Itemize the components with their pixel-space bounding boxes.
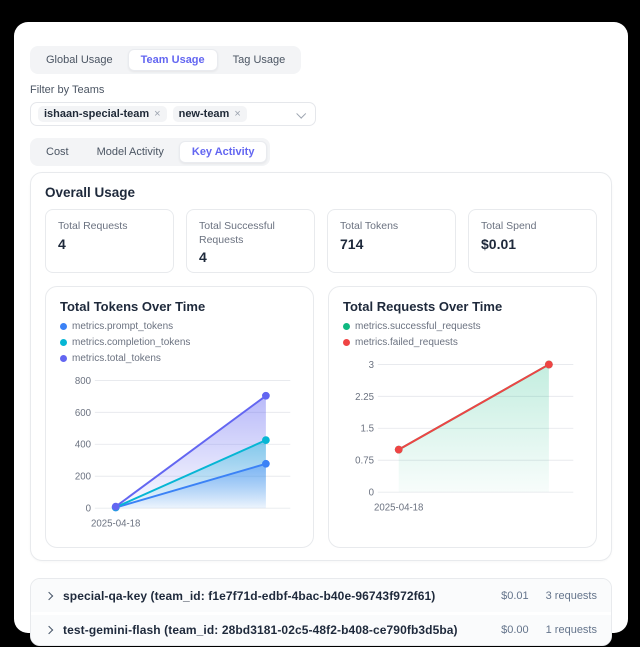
- tab-key-activity[interactable]: Key Activity: [178, 141, 268, 163]
- stat-label: Total Requests: [58, 220, 128, 232]
- stat-total-spend: Total Spend $0.01: [468, 209, 597, 273]
- filter-by-teams-label: Filter by Teams: [30, 84, 105, 96]
- tab-tag-usage[interactable]: Tag Usage: [220, 49, 299, 71]
- legend-dot-icon: [60, 339, 67, 346]
- legend-item: metrics.completion_tokens: [60, 337, 190, 348]
- legend-dot-icon: [60, 355, 67, 362]
- chart-total-requests-over-time: Total Requests Over Time metrics.success…: [328, 286, 597, 548]
- svg-text:400: 400: [75, 440, 91, 451]
- chevron-right-icon[interactable]: [44, 591, 54, 600]
- activity-tabs: Cost Model Activity Key Activity: [30, 138, 271, 166]
- svg-text:600: 600: [75, 408, 91, 419]
- legend-dot-icon: [343, 339, 350, 346]
- stat-label: Total Spend: [481, 220, 537, 232]
- stat-total-successful-requests: Total Successful Requests 4: [186, 209, 315, 273]
- stat-value: 4: [58, 235, 66, 252]
- svg-text:2.25: 2.25: [355, 392, 374, 403]
- svg-text:2025-04-18: 2025-04-18: [374, 503, 423, 514]
- overall-usage-title: Overall Usage: [45, 185, 136, 200]
- svg-text:800: 800: [75, 376, 91, 387]
- chart-title: Total Tokens Over Time: [60, 299, 206, 314]
- overall-usage-card: Overall Usage Total Requests 4 Total Suc…: [30, 172, 612, 561]
- stat-total-requests: Total Requests 4: [45, 209, 174, 273]
- svg-text:0: 0: [369, 488, 374, 499]
- chart-total-tokens-over-time: Total Tokens Over Time metrics.prompt_to…: [45, 286, 314, 548]
- tab-cost[interactable]: Cost: [33, 141, 82, 163]
- svg-text:0.75: 0.75: [355, 456, 374, 467]
- key-row-test-gemini-flash[interactable]: test-gemini-flash (team_id: 28bd3181-02c…: [31, 612, 611, 645]
- key-activity-list: special-qa-key (team_id: f1e7f71d-edbf-4…: [30, 578, 612, 646]
- stat-value: 4: [199, 249, 207, 266]
- team-tag: new-team ×: [172, 106, 247, 122]
- tab-global-usage[interactable]: Global Usage: [33, 49, 126, 71]
- team-tag: ishaan-special-team ×: [38, 106, 167, 122]
- legend-label: metrics.total_tokens: [72, 353, 161, 364]
- svg-text:0: 0: [86, 504, 91, 515]
- svg-text:200: 200: [75, 472, 91, 483]
- legend-item: metrics.failed_requests: [343, 337, 458, 348]
- stat-value: $0.01: [481, 235, 517, 252]
- tab-model-activity[interactable]: Model Activity: [84, 141, 177, 163]
- chevron-right-icon[interactable]: [44, 625, 54, 635]
- area-chart-canvas: 0 200 400 600 800 2025-04-18: [75, 376, 291, 530]
- dashboard-panel: Global Usage Team Usage Tag Usage Filter…: [14, 22, 628, 646]
- stat-label: Total Successful Requests: [199, 220, 275, 246]
- stat-label: Total Tokens: [340, 220, 399, 232]
- legend-item: metrics.total_tokens: [60, 353, 161, 364]
- key-row-special-qa-key[interactable]: special-qa-key (team_id: f1e7f71d-edbf-4…: [31, 579, 611, 612]
- team-tag-label: new-team: [178, 108, 230, 120]
- svg-text:1.5: 1.5: [361, 424, 374, 435]
- legend-label: metrics.failed_requests: [355, 337, 458, 348]
- svg-text:3: 3: [369, 360, 374, 371]
- key-row-requests: 3 requests: [545, 589, 597, 602]
- svg-text:2025-04-18: 2025-04-18: [91, 519, 140, 530]
- key-row-spend: $0.01: [501, 589, 529, 602]
- legend-label: metrics.successful_requests: [355, 321, 481, 332]
- chevron-down-icon[interactable]: [296, 108, 307, 119]
- key-row-label: test-gemini-flash (team_id: 28bd3181-02c…: [63, 623, 458, 637]
- key-row-requests: 1 requests: [545, 624, 597, 636]
- legend-item: metrics.successful_requests: [343, 321, 481, 332]
- charts-grid: Total Tokens Over Time metrics.prompt_to…: [45, 286, 597, 548]
- remove-tag-icon[interactable]: ×: [234, 108, 241, 120]
- legend-item: metrics.prompt_tokens: [60, 321, 173, 332]
- legend-dot-icon: [60, 323, 67, 330]
- stat-value: 714: [340, 235, 364, 252]
- area-chart-canvas: 0 0.75 1.5 2.25 3 2025-04-18: [355, 360, 574, 514]
- team-filter-select[interactable]: ishaan-special-team × new-team ×: [30, 102, 316, 126]
- stats-grid: Total Requests 4 Total Successful Reques…: [45, 209, 597, 273]
- chart-legend: metrics.prompt_tokens metrics.completion_…: [60, 321, 299, 364]
- legend-label: metrics.completion_tokens: [72, 337, 191, 348]
- chart-legend: metrics.successful_requests metrics.faile…: [343, 321, 582, 348]
- tab-team-usage[interactable]: Team Usage: [127, 49, 218, 71]
- stat-total-tokens: Total Tokens 714: [327, 209, 456, 273]
- remove-tag-icon[interactable]: ×: [154, 108, 161, 120]
- key-row-spend: $0.00: [501, 624, 529, 636]
- key-row-label: special-qa-key (team_id: f1e7f71d-edbf-4…: [63, 588, 436, 603]
- team-tag-label: ishaan-special-team: [44, 108, 150, 120]
- legend-dot-icon: [343, 323, 350, 330]
- legend-label: metrics.prompt_tokens: [72, 321, 174, 332]
- usage-scope-tabs: Global Usage Team Usage Tag Usage: [30, 46, 302, 74]
- chart-title: Total Requests Over Time: [343, 299, 503, 314]
